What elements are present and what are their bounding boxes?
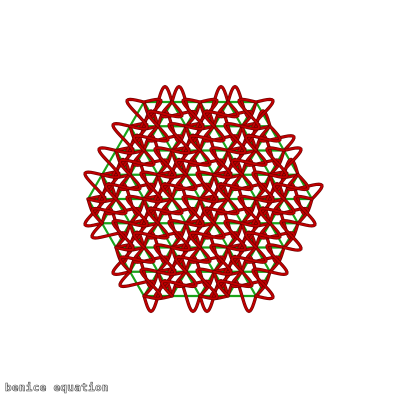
wave-curve xyxy=(203,101,239,128)
wave-curve xyxy=(266,146,288,179)
wave-curve xyxy=(238,98,260,130)
wave-curve xyxy=(294,195,316,227)
wave-curve xyxy=(105,173,141,200)
wave-curve xyxy=(217,270,253,297)
wave-curve xyxy=(224,122,246,155)
wave-curve xyxy=(98,146,120,179)
wave-curve xyxy=(182,195,204,227)
wave-curve xyxy=(119,246,155,273)
wave-curve xyxy=(140,171,162,203)
wave-curve xyxy=(210,243,232,276)
wave-curve xyxy=(84,171,106,203)
wave-curve xyxy=(280,219,302,252)
wave-curve xyxy=(112,122,134,155)
wave-curve xyxy=(217,173,253,200)
wave-curve xyxy=(175,149,211,176)
wave-curve xyxy=(154,243,176,276)
wave-curve xyxy=(196,171,218,203)
wave-curve xyxy=(231,149,267,176)
wave-curve xyxy=(224,219,246,252)
wave-curve xyxy=(168,219,190,252)
wave-curve xyxy=(252,268,274,300)
wave-curve xyxy=(259,198,295,225)
wave-curve xyxy=(126,98,148,130)
wave-curve xyxy=(168,122,190,155)
wave-curve xyxy=(140,268,162,300)
wave-curve xyxy=(119,149,155,176)
wave-curve xyxy=(182,98,204,130)
wave-curve xyxy=(133,222,169,249)
wave-curve xyxy=(210,146,232,179)
wave-curve xyxy=(133,125,169,152)
wave-curve xyxy=(161,173,197,200)
red-wave-curves xyxy=(83,84,324,314)
wave-curve xyxy=(196,268,218,300)
wave-curve xyxy=(203,198,239,225)
wave-curve xyxy=(161,270,197,297)
wave-curve xyxy=(273,173,309,200)
wave-curve xyxy=(252,171,274,203)
wave-curve xyxy=(238,195,260,227)
wave-curve xyxy=(154,146,176,179)
wave-curve xyxy=(231,246,267,273)
wave-curve xyxy=(245,125,281,152)
wave-curve xyxy=(189,222,225,249)
wave-curve xyxy=(126,195,148,227)
wave-curve xyxy=(175,246,211,273)
wave-curve xyxy=(245,222,281,249)
wave-curve xyxy=(189,125,225,152)
wave-curve xyxy=(147,101,183,128)
caption-text: benice equation xyxy=(5,381,109,395)
wave-curve xyxy=(147,198,183,225)
wave-curve xyxy=(112,219,134,252)
wave-curve xyxy=(266,243,288,276)
wave-curve xyxy=(91,198,127,225)
